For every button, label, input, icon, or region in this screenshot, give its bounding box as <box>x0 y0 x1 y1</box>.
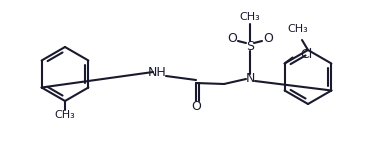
Text: CH₃: CH₃ <box>288 24 308 34</box>
Text: Cl: Cl <box>301 48 313 61</box>
Text: CH₃: CH₃ <box>54 110 75 120</box>
Text: N: N <box>245 72 255 86</box>
Text: NH: NH <box>148 66 166 80</box>
Text: O: O <box>191 100 201 114</box>
Text: O: O <box>227 32 237 45</box>
Text: CH₃: CH₃ <box>239 12 260 22</box>
Text: O: O <box>263 32 273 45</box>
Text: S: S <box>246 39 254 52</box>
